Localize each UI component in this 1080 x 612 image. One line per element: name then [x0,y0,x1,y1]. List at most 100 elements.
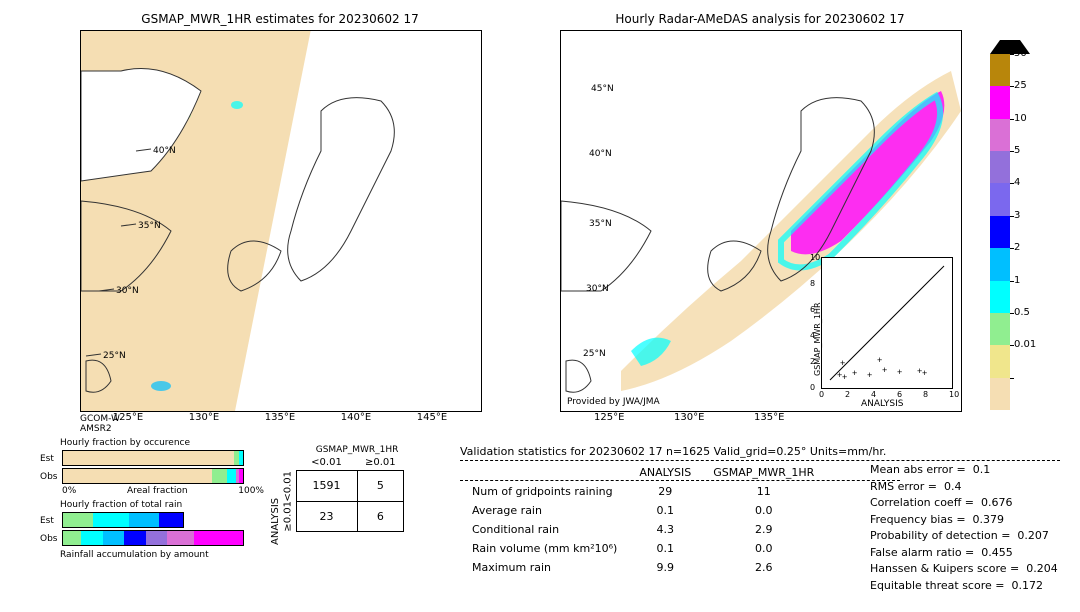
stat-label: Rain volume (mm km²10⁶) [462,540,627,557]
scatter-xtick: 10 [949,390,959,399]
obs-label2: Obs [40,534,62,544]
col-gsmap: GSMAP_MWR_1HR [703,464,824,481]
total-obs-bar [62,530,244,546]
fraction-panel: Hourly fraction by occurence Est Obs 0%A… [40,438,264,560]
bar-segment [81,531,103,545]
dash-line-top [460,460,1060,461]
scatter-ytick: 6 [810,305,815,314]
scatter-inset: +++ +++ +++ + [821,257,953,389]
metric-value: 0.1 [973,463,991,476]
colorbar-tick: 0.01 [1014,339,1034,350]
contingency-block: GSMAP_MWR_1HR <0.01≥0.01 <0.0115915 ≥0.0… [280,445,404,532]
x-tick: 145°E [417,412,447,423]
stat-analysis: 29 [629,483,701,500]
stat-analysis: 4.3 [629,521,701,538]
bar-segment [124,531,146,545]
bar-segment [63,451,234,465]
occurence-obs-bar [62,468,244,484]
est-label: Est [40,454,62,464]
validation-row: Rain volume (mm km²10⁶)0.10.0 [462,540,824,557]
colorbar-segment [990,86,1010,118]
stat-gsmap: 0.0 [703,540,824,557]
metric-value: 0.455 [981,546,1013,559]
x-tick: 130°E [674,412,704,423]
colorbar-tick: 25 [1014,80,1034,91]
stat-analysis: 9.9 [629,559,701,576]
colorbar-tick: 50 [1014,48,1034,59]
colorbar-segment [990,281,1010,313]
svg-text:+: + [867,370,872,380]
x-tick: 135°E [754,412,784,423]
accum-title: Rainfall accumulation by amount [60,550,264,560]
stat-analysis: 0.1 [629,502,701,519]
scatter-xlabel: ANALYSIS [861,399,903,409]
bar-segment [63,469,212,483]
metric-label: Correlation coeff = [870,496,974,509]
areal-fraction-label: Areal fraction [127,486,188,496]
metric-label: RMS error = [870,480,937,493]
colorbar-tick: 3 [1014,210,1034,221]
x-tick: 130°E [189,412,219,423]
scatter-svg: +++ +++ +++ + [822,258,952,388]
svg-text:35°N: 35°N [589,219,612,229]
stat-gsmap: 2.6 [703,559,824,576]
stat-gsmap: 11 [703,483,824,500]
colorbar-segment [990,248,1010,280]
svg-text:25°N: 25°N [103,351,126,361]
scatter-ytick: 0 [810,383,815,392]
metric-value: 0.172 [1011,579,1043,592]
stat-gsmap: 0.0 [703,502,824,519]
scatter-ytick: 8 [810,279,815,288]
right-map: 45°N 40°N 35°N 30°N 25°N +++ +++ +++ + G… [560,30,962,412]
stat-label: Maximum rain [462,559,627,576]
ct-10: 23 [296,501,357,532]
bar-segment [63,531,81,545]
bar-segment [227,469,236,483]
left-map: 40°N 35°N 30°N 25°N [80,30,482,412]
metric-value: 0.204 [1026,562,1058,575]
validation-row: Num of gridpoints raining2911 [462,483,824,500]
stat-label: Conditional rain [462,521,627,538]
colorbar-tick: 5 [1014,145,1034,156]
svg-text:+: + [922,368,927,378]
stat-analysis: 0.1 [629,540,701,557]
colorbar-segment [990,345,1010,377]
metric-label: Probability of detection = [870,529,1010,542]
bar-segment [129,513,159,527]
ct-00: 1591 [296,471,357,502]
est-label2: Est [40,516,62,526]
col-analysis: ANALYSIS [629,464,701,481]
bar-segment [63,513,93,527]
contingency-row-header: ANALYSIS [270,498,281,545]
svg-text:+: + [840,358,845,368]
svg-text:+: + [842,372,847,382]
colorbar-segment [990,54,1010,86]
metric-value: 0.676 [981,496,1013,509]
coastlines-left: 40°N 35°N 30°N 25°N [81,31,481,411]
scatter-xtick: 8 [923,390,928,399]
validation-row: Maximum rain9.92.6 [462,559,824,576]
obs-label: Obs [40,472,62,482]
svg-text:+: + [897,367,902,377]
right-map-title: Hourly Radar-AMeDAS analysis for 2023060… [560,12,960,26]
left-map-title: GSMAP_MWR_1HR estimates for 20230602 17 [80,12,480,26]
svg-text:35°N: 35°N [138,221,161,231]
svg-text:+: + [837,370,842,380]
colorbar-segment [990,313,1010,345]
scatter-xtick: 4 [871,390,876,399]
scatter-ytick: 4 [810,331,815,340]
validation-row: Conditional rain4.32.9 [462,521,824,538]
svg-text:30°N: 30°N [116,286,139,296]
bar-segment [93,513,129,527]
contingency-table: <0.01≥0.01 <0.0115915 ≥0.01236 [280,455,404,532]
validation-metric: Correlation coeff = 0.676 [870,495,1058,512]
metric-value: 0.379 [973,513,1005,526]
metric-value: 0.4 [944,480,962,493]
validation-title: Validation statistics for 20230602 17 n=… [460,445,886,458]
validation-right-list: Mean abs error = 0.1RMS error = 0.4Corre… [870,462,1058,594]
row-lt: <0.01 [280,471,296,502]
ct-11: 6 [357,501,404,532]
hundred-pct: 100% [238,486,264,496]
x-tick: 125°E [594,412,624,423]
colorbar: 502510543210.50.01 [990,40,1010,410]
